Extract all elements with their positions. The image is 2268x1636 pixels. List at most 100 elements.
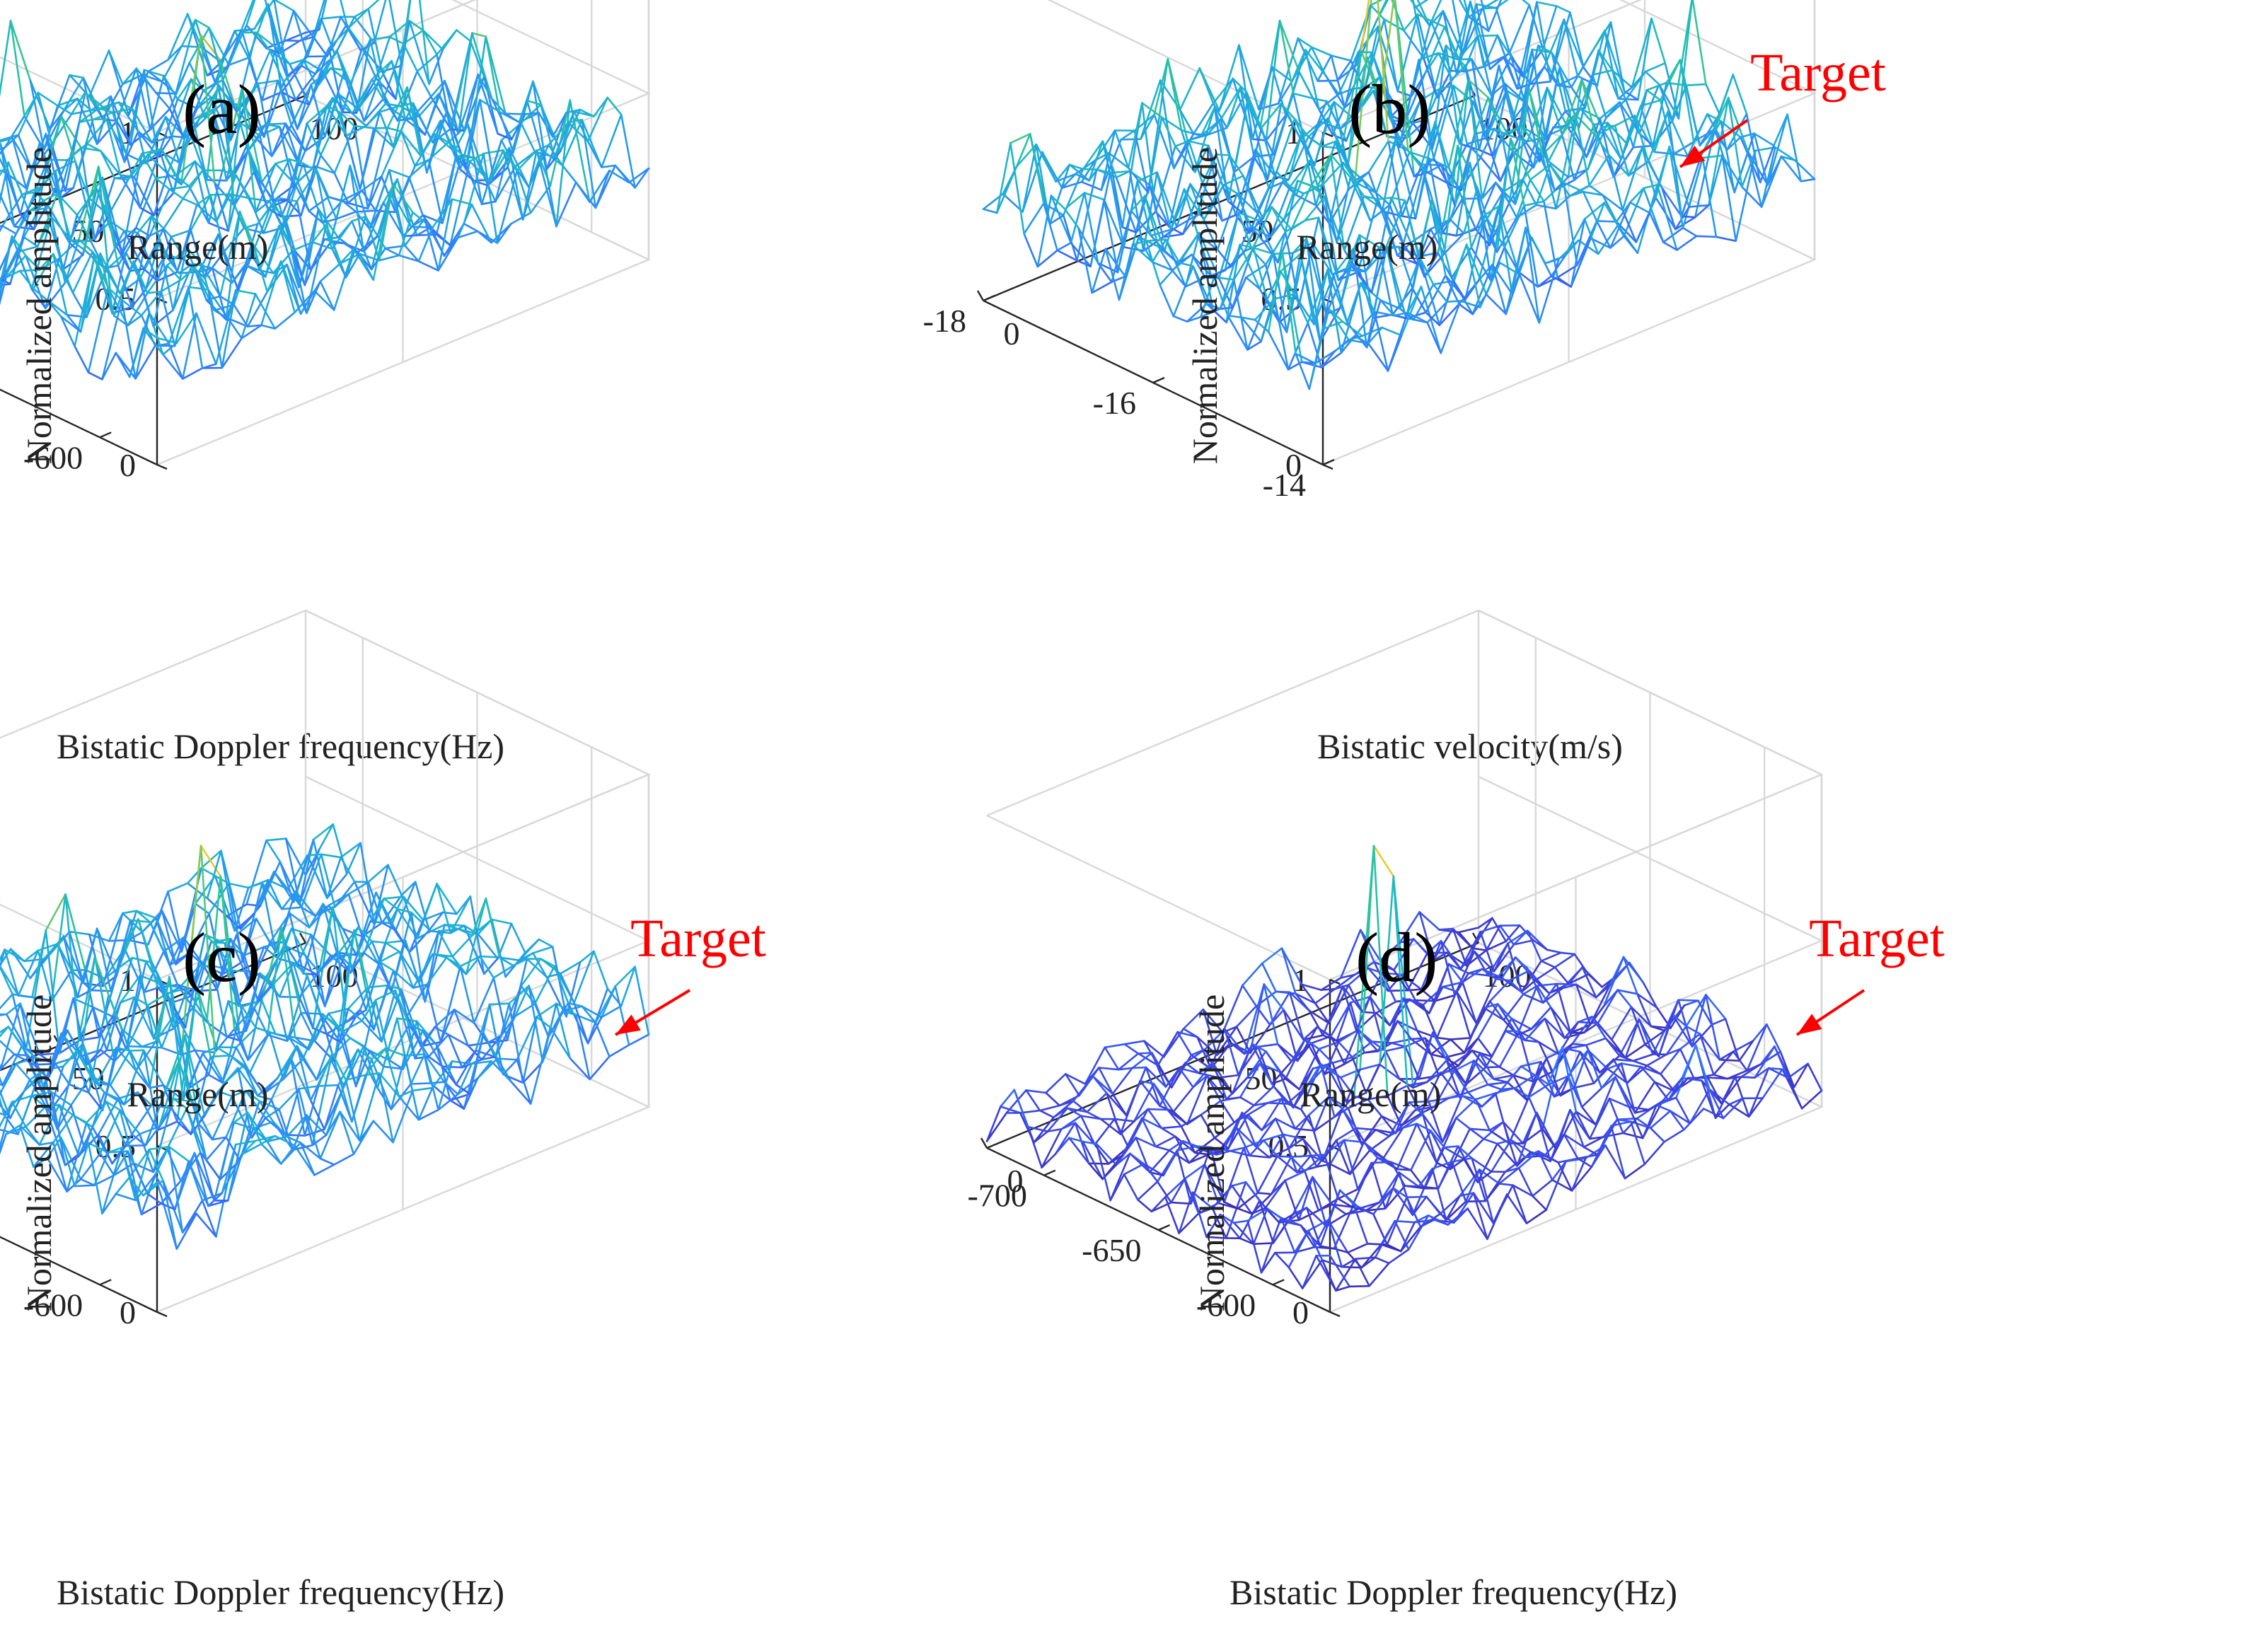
- mesh-segment: [1510, 137, 1525, 207]
- mesh-segment: [50, 143, 66, 192]
- mesh-segment: [221, 87, 243, 172]
- mesh-segment: [248, 197, 271, 202]
- mesh-segment: [299, 289, 316, 315]
- mesh-segment: [1623, 187, 1645, 238]
- mesh-segment: [25, 1106, 47, 1128]
- mesh-segment: [1191, 253, 1207, 279]
- mesh-segment: [146, 290, 163, 294]
- mesh-segment: [359, 253, 381, 262]
- mesh-segment: [1500, 134, 1517, 205]
- mesh-segment: [1431, 45, 1447, 150]
- mesh-segment: [79, 255, 96, 333]
- mesh-segment: [1759, 144, 1775, 184]
- mesh-segment: [96, 927, 118, 977]
- mesh-segment: [1336, 182, 1358, 243]
- mesh-segment: [1575, 114, 1590, 187]
- mesh-segment: [477, 933, 499, 960]
- mesh-segment: [378, 961, 395, 972]
- mesh-segment: [1414, 999, 1436, 1002]
- mesh-segment: [549, 1026, 572, 1060]
- mesh-segment: [1233, 98, 1249, 173]
- mesh-segment: [172, 124, 188, 195]
- mesh-segment: [387, 864, 403, 896]
- mesh-segment: [115, 67, 138, 122]
- mesh-segment: [403, 42, 419, 73]
- mesh-segment: [565, 961, 582, 1018]
- mesh-segment: [1221, 214, 1237, 222]
- mesh-segment: [1378, 246, 1394, 316]
- mesh-segment: [79, 1152, 102, 1180]
- mesh-segment: [9, 948, 32, 980]
- mesh-segment: [1314, 204, 1331, 225]
- mesh-segment: [1101, 140, 1118, 179]
- mesh-segment: [1352, 248, 1368, 349]
- mesh-segment: [1378, 76, 1394, 122]
- mesh-segment: [17, 134, 33, 173]
- mesh-segment: [1457, 927, 1480, 934]
- mesh-segment: [109, 1050, 132, 1086]
- mesh-segment: [1766, 155, 1783, 186]
- mesh-segment: [1320, 349, 1336, 369]
- mesh-segment: [1299, 253, 1315, 325]
- mesh-segment: [351, 215, 367, 223]
- mesh-segment: [366, 984, 389, 989]
- mesh-segment: [1452, 0, 1464, 56]
- mesh-segment: [1583, 202, 1606, 221]
- mesh-segment: [1043, 202, 1058, 252]
- mesh-segment: [432, 953, 448, 959]
- mesh-segment: [1578, 74, 1594, 129]
- mesh-segment: [376, 907, 399, 965]
- mesh-segment: [1188, 140, 1210, 147]
- mesh-segment: [398, 1095, 420, 1121]
- mesh-segment: [1588, 153, 1610, 187]
- mesh-segment: [1131, 240, 1147, 246]
- mesh-segment: [1692, 113, 1708, 143]
- mesh-segment: [1241, 149, 1256, 214]
- mesh-segment: [384, 941, 400, 953]
- mesh-segment: [117, 231, 139, 267]
- mesh-segment: [1367, 326, 1383, 344]
- mesh-segment: [601, 1004, 623, 1019]
- mesh-segment: [471, 32, 487, 37]
- mesh-segment: [74, 160, 90, 199]
- mesh-segment: [1467, 79, 1489, 99]
- mesh-segment: [463, 76, 485, 132]
- mesh-segment: [1672, 84, 1687, 122]
- mesh-segment: [323, 93, 340, 138]
- mesh-segment: [608, 1044, 630, 1057]
- mesh-segment: [1582, 190, 1598, 222]
- mesh-segment: [209, 1054, 231, 1058]
- mesh-segment: [345, 253, 361, 279]
- mesh-segment: [1260, 1217, 1283, 1274]
- mesh-segment: [1426, 171, 1449, 185]
- mesh-segment: [1780, 155, 1796, 161]
- mesh-segment: [211, 267, 233, 284]
- annotation-text: Target: [630, 909, 766, 968]
- mesh-segment: [1091, 281, 1113, 294]
- mesh-segment: [1284, 1170, 1306, 1182]
- mesh-segment: [1377, 0, 1389, 142]
- mesh-segment: [1452, 243, 1468, 282]
- mesh-segment: [1271, 206, 1292, 231]
- mesh-segment: [187, 286, 204, 369]
- mesh-segment: [1425, 45, 1447, 121]
- mesh-segment: [127, 152, 143, 181]
- mesh-segment: [328, 27, 350, 50]
- mesh-segment: [141, 152, 157, 180]
- mesh-segment: [477, 74, 493, 100]
- mesh-segment: [142, 1049, 165, 1086]
- mesh-segment: [395, 881, 417, 932]
- mesh-segment: [1694, 204, 1710, 219]
- mesh-segment: [45, 132, 61, 199]
- mesh-segment: [1123, 1040, 1145, 1045]
- mesh-segment: [1358, 233, 1380, 249]
- mesh-segment: [416, 70, 432, 98]
- mesh-segment: [1326, 269, 1343, 354]
- mesh-segment: [1626, 105, 1642, 146]
- mesh-segment: [221, 1154, 243, 1195]
- mesh-segment: [1156, 171, 1178, 228]
- mesh-segment: [1055, 163, 1071, 183]
- mesh-segment: [1404, 199, 1420, 257]
- mesh-segment: [259, 134, 275, 202]
- mesh-segment: [1120, 129, 1136, 141]
